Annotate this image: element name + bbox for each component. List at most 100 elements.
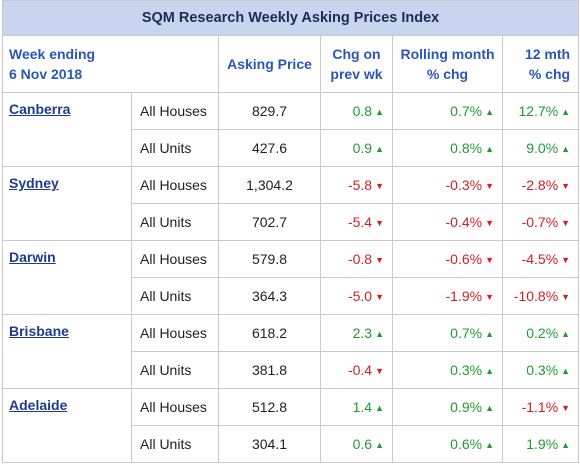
rolling-header-line2: % chg	[426, 66, 469, 82]
twelve-month-value: -0.7%	[521, 214, 559, 230]
property-type-cell: All Houses	[131, 314, 219, 352]
twelve-month-value: -2.8%	[521, 177, 559, 193]
rolling-month-value: 0.6%	[450, 436, 483, 452]
chg-prev-wk-cell: 1.4 ▲	[320, 388, 393, 426]
asking-price-cell: 304.1	[218, 425, 321, 463]
chg-prev-wk-value: 1.4	[352, 399, 373, 415]
down-triangle-icon: ▼	[485, 255, 494, 265]
property-type-cell: All Houses	[131, 240, 219, 278]
down-triangle-icon: ▼	[375, 366, 384, 376]
chg-prev-wk-value: -5.4	[347, 214, 373, 230]
chg-prev-wk-value: 2.3	[352, 325, 373, 341]
down-triangle-icon: ▼	[375, 218, 384, 228]
property-type-cell: All Units	[131, 277, 219, 315]
rolling-month-value: 0.3%	[450, 362, 483, 378]
up-triangle-icon: ▲	[375, 440, 384, 450]
twelve-month-cell: -10.8% ▼	[501, 277, 580, 315]
rolling-month-value: -0.6%	[445, 251, 483, 267]
rolling-month-value: 0.7%	[450, 325, 483, 341]
table-row: Darwin All Houses 579.8 -0.8 ▼ -0.6% ▼ -4.5% ▼	[2, 240, 580, 315]
chg-header-line1: Chg on	[332, 46, 381, 62]
up-triangle-icon: ▲	[485, 366, 494, 376]
city-link[interactable]: Canberra	[9, 101, 71, 117]
city-cell: Adelaide	[2, 388, 132, 463]
rolling-month-cell: -0.3% ▼	[392, 166, 503, 204]
down-triangle-icon: ▼	[485, 292, 494, 302]
up-triangle-icon: ▲	[375, 403, 384, 413]
down-triangle-icon: ▼	[485, 218, 494, 228]
down-triangle-icon: ▼	[485, 181, 494, 191]
chg-prev-wk-cell: -0.8 ▼	[320, 240, 393, 278]
twelve-month-cell: 9.0% ▲	[501, 129, 580, 167]
rolling-month-cell: -0.4% ▼	[392, 203, 503, 241]
twelve-month-cell: 12.7% ▲	[501, 92, 580, 130]
asking-price-cell: 702.7	[218, 203, 321, 241]
rolling-month-cell: 0.8% ▲	[392, 129, 503, 167]
chg-prev-wk-header: Chg on prev wk	[320, 35, 393, 93]
twelve-month-value: -1.1%	[521, 399, 559, 415]
up-triangle-icon: ▲	[485, 107, 494, 117]
twelve-month-value: 12.7%	[518, 103, 559, 119]
property-type-cell: All Houses	[131, 166, 219, 204]
up-triangle-icon: ▲	[561, 366, 571, 376]
up-triangle-icon: ▲	[561, 440, 571, 450]
table-title: SQM Research Weekly Asking Prices Index	[1, 0, 580, 36]
up-triangle-icon: ▲	[375, 329, 384, 339]
twelve-month-cell: -1.1% ▼	[501, 388, 580, 426]
rolling-month-cell: -1.9% ▼	[392, 277, 503, 315]
city-cell: Darwin	[2, 240, 132, 315]
twelve-month-cell: -2.8% ▼	[501, 166, 580, 204]
week-ending-date: 6 Nov 2018	[9, 66, 83, 82]
rolling-header-line1: Rolling month	[400, 46, 495, 62]
twelve-month-cell: 1.9% ▲	[501, 425, 580, 463]
chg-prev-wk-value: 0.8	[352, 103, 373, 119]
week-ending-header: Week ending 6 Nov 2018	[2, 35, 219, 93]
table-row: All Units 381.8 -0.4 ▼ 0.3% ▲ 0.3% ▲	[3, 351, 580, 389]
twelve-month-header: 12 mth % chg	[501, 35, 580, 93]
city-link[interactable]: Sydney	[9, 175, 59, 191]
down-triangle-icon: ▼	[561, 292, 571, 302]
asking-price-cell: 618.2	[218, 314, 321, 352]
chg-prev-wk-cell: -5.8 ▼	[320, 166, 393, 204]
city-link[interactable]: Darwin	[9, 249, 56, 265]
twelve-month-cell: -4.5% ▼	[501, 240, 580, 278]
chg-header-line2: prev wk	[330, 66, 383, 82]
up-triangle-icon: ▲	[561, 144, 571, 154]
city-link[interactable]: Brisbane	[9, 323, 69, 339]
twelve-month-value: -10.8%	[513, 288, 559, 304]
asking-price-cell: 381.8	[218, 351, 321, 389]
twelve-month-cell: 0.2% ▲	[501, 314, 580, 352]
asking-price-cell: 364.3	[218, 277, 321, 315]
city-link[interactable]: Adelaide	[9, 397, 68, 413]
rolling-month-value: -0.4%	[445, 214, 483, 230]
city-cell: Brisbane	[2, 314, 132, 389]
property-type-cell: All Units	[131, 425, 219, 463]
city-cell: Sydney	[2, 166, 132, 241]
up-triangle-icon: ▲	[561, 329, 571, 339]
up-triangle-icon: ▲	[485, 440, 494, 450]
asking-price-cell: 829.7	[218, 92, 321, 130]
down-triangle-icon: ▼	[561, 218, 571, 228]
down-triangle-icon: ▼	[561, 181, 571, 191]
table-row: All Units 304.1 0.6 ▲ 0.6% ▲ 1.9% ▲	[3, 425, 580, 463]
chg-prev-wk-cell: -5.4 ▼	[320, 203, 393, 241]
chg-prev-wk-cell: -0.4 ▼	[320, 351, 393, 389]
table-row: Canberra All Houses 829.7 0.8 ▲ 0.7% ▲ 12.7% ▲	[2, 92, 580, 167]
rolling-month-cell: 0.3% ▲	[392, 351, 503, 389]
table-row: Sydney All Houses 1,304.2 -5.8 ▼ -0.3% ▼ -2.8% ▼	[2, 166, 580, 241]
asking-price-cell: 512.8	[218, 388, 321, 426]
rolling-month-value: 0.9%	[450, 399, 483, 415]
rolling-month-cell: 0.7% ▲	[392, 314, 503, 352]
chg-prev-wk-cell: 0.6 ▲	[320, 425, 393, 463]
rolling-month-value: -0.3%	[445, 177, 483, 193]
down-triangle-icon: ▼	[375, 255, 384, 265]
twelve-month-value: 9.0%	[526, 140, 559, 156]
chg-prev-wk-value: -5.8	[347, 177, 373, 193]
chg-prev-wk-value: 0.6	[352, 436, 373, 452]
down-triangle-icon: ▼	[375, 292, 384, 302]
chg-prev-wk-cell: 0.9 ▲	[320, 129, 393, 167]
chg-prev-wk-value: -0.4	[347, 362, 373, 378]
rolling-month-value: 0.8%	[450, 140, 483, 156]
